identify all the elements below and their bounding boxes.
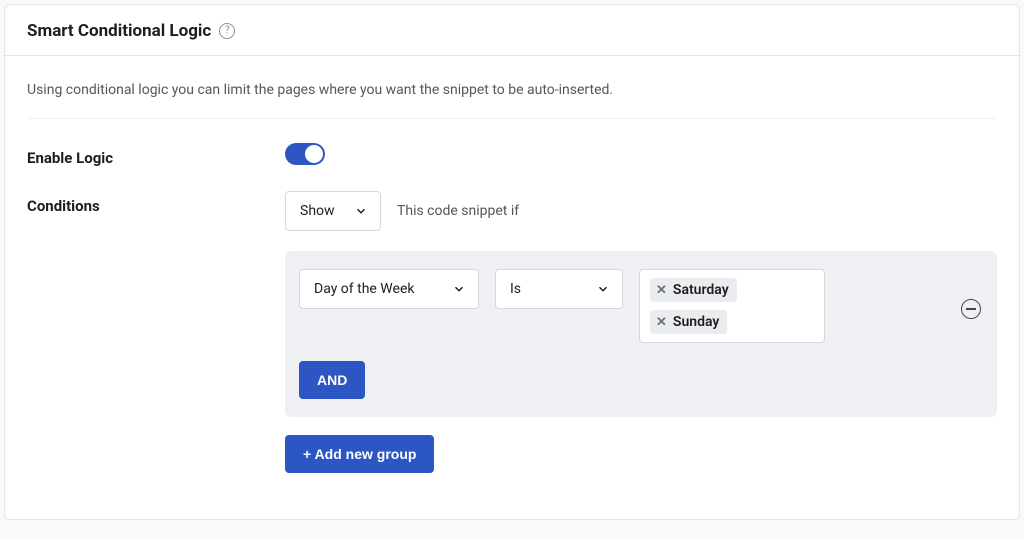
- enable-logic-row: Enable Logic: [27, 143, 997, 169]
- help-icon[interactable]: ?: [219, 23, 235, 39]
- enable-logic-toggle[interactable]: [285, 143, 325, 165]
- action-select-value: Show: [300, 203, 335, 219]
- remove-tag-icon[interactable]: ✕: [656, 284, 667, 297]
- add-group-button[interactable]: + Add new group: [285, 435, 434, 473]
- field-select[interactable]: Day of the Week: [299, 269, 479, 309]
- value-tag: ✕ Saturday: [650, 278, 737, 302]
- panel-description: Using conditional logic you can limit th…: [27, 82, 997, 98]
- conditions-suffix-text: This code snippet if: [397, 203, 519, 219]
- conditions-label: Conditions: [27, 191, 285, 215]
- panel-body: Using conditional logic you can limit th…: [5, 56, 1019, 519]
- conditional-logic-panel: Smart Conditional Logic ? Using conditio…: [4, 4, 1020, 520]
- chevron-down-icon: [596, 282, 610, 296]
- conditions-row: Conditions Show This code snippet if Day…: [27, 191, 997, 473]
- action-select[interactable]: Show: [285, 191, 381, 231]
- minus-icon: [966, 308, 976, 310]
- field-select-value: Day of the Week: [314, 281, 414, 297]
- chevron-down-icon: [452, 282, 466, 296]
- value-tag: ✕ Sunday: [650, 310, 727, 334]
- panel-title: Smart Conditional Logic: [27, 21, 211, 41]
- chevron-down-icon: [354, 204, 368, 218]
- operator-select-value: Is: [510, 281, 521, 297]
- values-input[interactable]: ✕ Saturday ✕ Sunday: [639, 269, 825, 343]
- remove-tag-icon[interactable]: ✕: [656, 316, 667, 329]
- value-tag-label: Sunday: [673, 314, 719, 330]
- divider: [27, 118, 997, 119]
- enable-logic-label: Enable Logic: [27, 143, 285, 167]
- condition-rule: Day of the Week Is: [299, 269, 983, 343]
- panel-header: Smart Conditional Logic ?: [5, 5, 1019, 56]
- remove-rule-button[interactable]: [961, 299, 981, 319]
- operator-select[interactable]: Is: [495, 269, 623, 309]
- value-tag-label: Saturday: [673, 282, 729, 298]
- and-button[interactable]: AND: [299, 361, 365, 399]
- condition-group: Day of the Week Is: [285, 251, 997, 417]
